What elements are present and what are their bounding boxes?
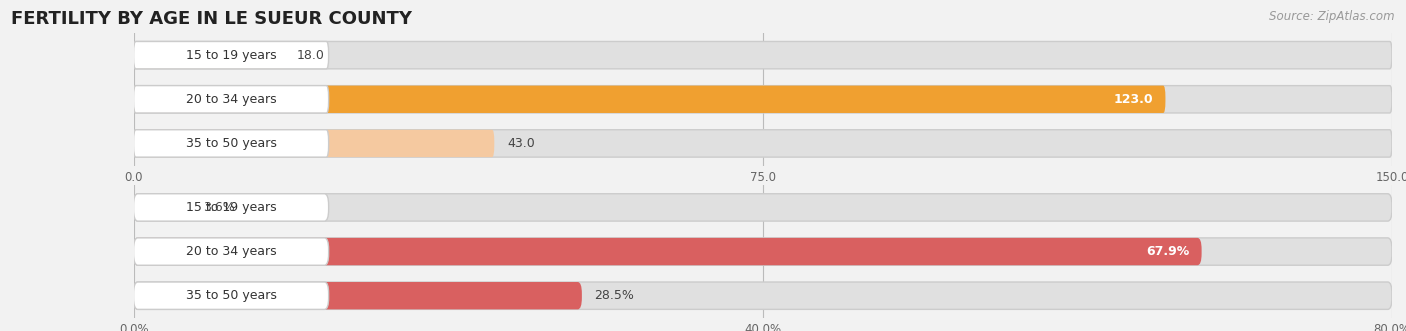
Text: 123.0: 123.0: [1114, 93, 1153, 106]
FancyBboxPatch shape: [134, 130, 495, 157]
Text: 18.0: 18.0: [297, 49, 325, 62]
FancyBboxPatch shape: [134, 282, 329, 309]
Text: 43.0: 43.0: [508, 137, 534, 150]
FancyBboxPatch shape: [134, 130, 329, 157]
Text: 28.5%: 28.5%: [595, 289, 634, 302]
FancyBboxPatch shape: [134, 238, 1202, 265]
Text: 35 to 50 years: 35 to 50 years: [186, 137, 277, 150]
Text: 15 to 19 years: 15 to 19 years: [186, 201, 277, 214]
Text: Source: ZipAtlas.com: Source: ZipAtlas.com: [1270, 10, 1395, 23]
Text: 3.6%: 3.6%: [202, 201, 235, 214]
Text: 20 to 34 years: 20 to 34 years: [186, 93, 277, 106]
FancyBboxPatch shape: [134, 194, 329, 221]
FancyBboxPatch shape: [134, 86, 1392, 113]
FancyBboxPatch shape: [134, 41, 1392, 69]
FancyBboxPatch shape: [134, 130, 1392, 157]
FancyBboxPatch shape: [134, 238, 329, 265]
FancyBboxPatch shape: [134, 86, 329, 113]
FancyBboxPatch shape: [134, 86, 1166, 113]
FancyBboxPatch shape: [134, 282, 582, 309]
Text: FERTILITY BY AGE IN LE SUEUR COUNTY: FERTILITY BY AGE IN LE SUEUR COUNTY: [11, 10, 412, 28]
FancyBboxPatch shape: [134, 282, 1392, 309]
Text: 15 to 19 years: 15 to 19 years: [186, 49, 277, 62]
Text: 20 to 34 years: 20 to 34 years: [186, 245, 277, 258]
FancyBboxPatch shape: [134, 194, 1392, 221]
FancyBboxPatch shape: [134, 41, 284, 69]
FancyBboxPatch shape: [134, 41, 329, 69]
Text: 67.9%: 67.9%: [1146, 245, 1189, 258]
FancyBboxPatch shape: [134, 194, 190, 221]
FancyBboxPatch shape: [134, 238, 1392, 265]
Text: 35 to 50 years: 35 to 50 years: [186, 289, 277, 302]
